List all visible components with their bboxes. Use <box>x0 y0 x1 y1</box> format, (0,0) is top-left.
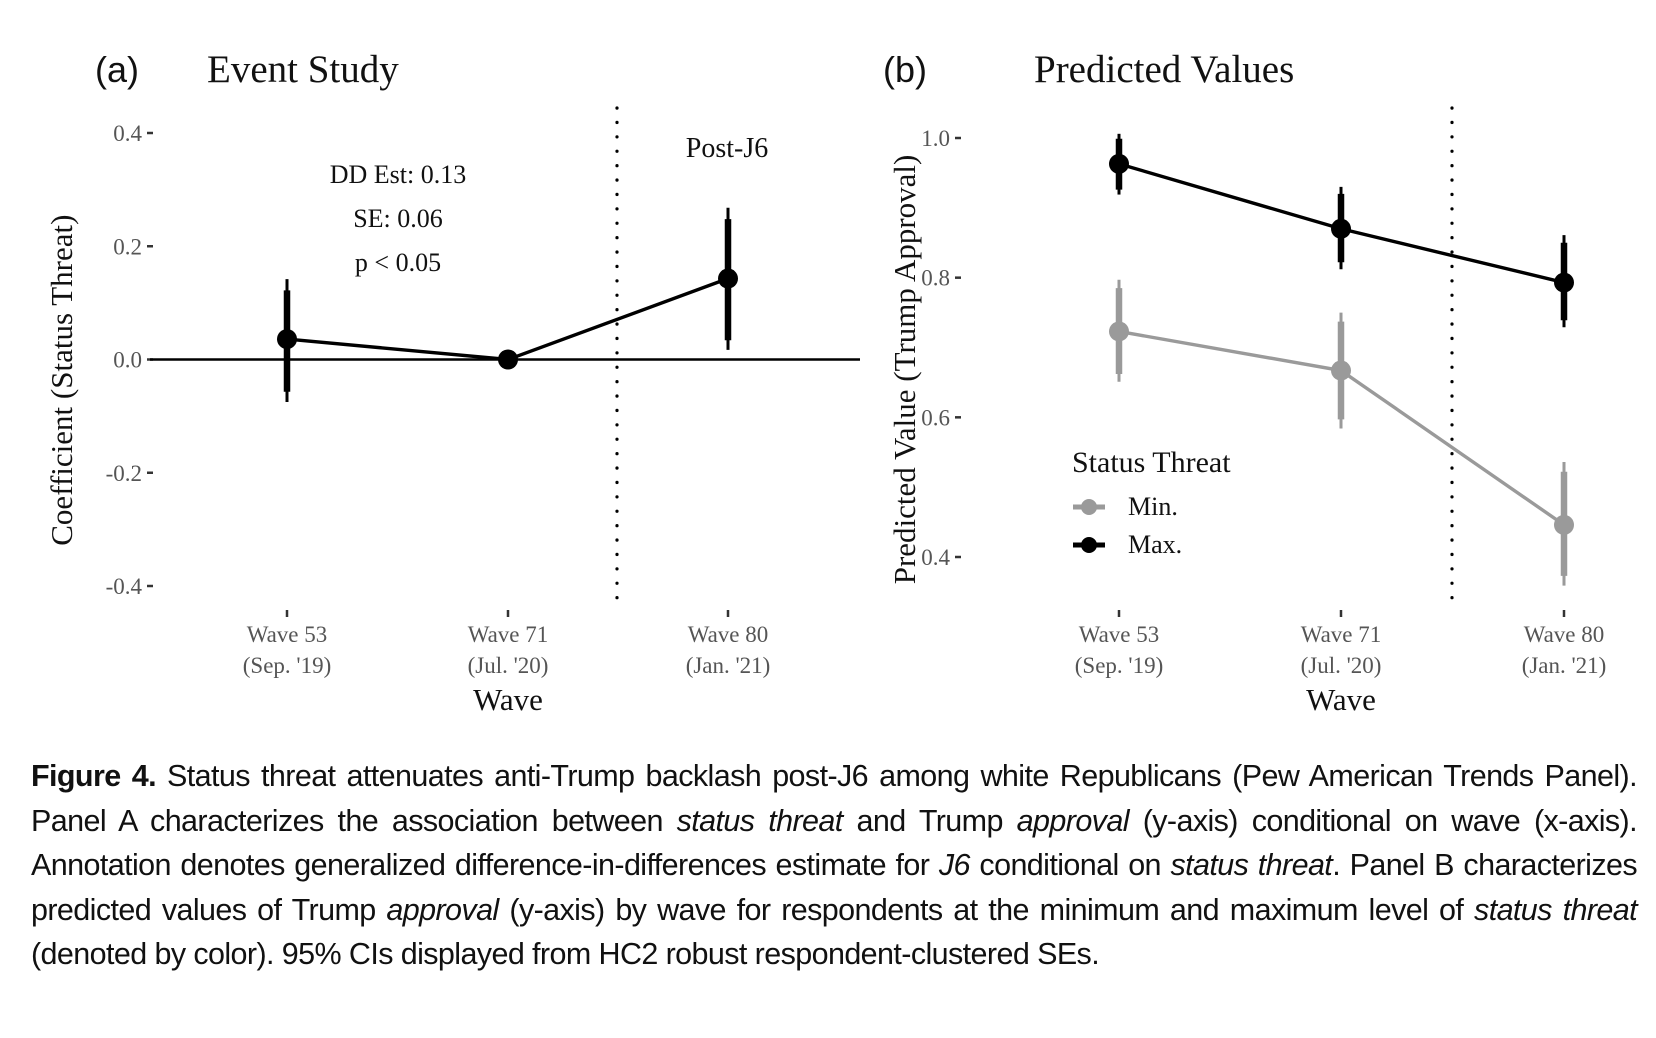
series-coefficient <box>277 207 738 402</box>
data-point <box>1109 321 1129 342</box>
caption-segment: . Panel B characterizes predicted values… <box>31 848 1638 927</box>
dd-annotation-line: SE: 0.06 <box>353 204 443 233</box>
data-point <box>1331 218 1351 239</box>
panel-label: (b) <box>883 49 927 90</box>
legend-label: Max. <box>1128 530 1182 559</box>
x-tick-label: Wave 53 <box>247 622 328 647</box>
x-axis-title: Wave <box>1306 682 1376 717</box>
x-tick-label-date: (Jan. '21) <box>1522 653 1607 678</box>
y-axis-title: Coefficient (Status Threat) <box>44 215 79 546</box>
series-min <box>1109 279 1574 586</box>
legend: Status Threat Min. Max. <box>1072 446 1231 559</box>
y-tick-label: 0.4 <box>921 545 950 570</box>
panel-b: (b) Predicted Values Predicted Value (Trum… <box>883 48 1606 717</box>
data-point <box>718 268 738 289</box>
caption-label: Figure 4. <box>31 759 157 793</box>
legend-item: Max. <box>1073 530 1182 559</box>
panel-a: (a) Event Study Coefficient (Status Threat… <box>44 48 860 717</box>
x-tick-label: Wave 80 <box>1524 622 1605 647</box>
y-tick-label: 0.0 <box>113 348 142 373</box>
legend-item: Min. <box>1073 492 1178 521</box>
y-tick-label: 1.0 <box>921 126 950 151</box>
legend-label: Min. <box>1128 492 1178 521</box>
x-tick-label: Wave 71 <box>468 622 549 647</box>
y-axis-title: Predicted Value (Trump Approval) <box>887 155 922 585</box>
dd-annotation-line: p < 0.05 <box>355 248 441 277</box>
x-tick-label: Wave 53 <box>1079 622 1160 647</box>
x-tick-label-date: (Sep. '19) <box>243 653 331 678</box>
post-j6-label: Post-J6 <box>686 133 768 164</box>
caption-segment: status threat <box>676 803 844 838</box>
caption-segment: approval <box>386 892 499 927</box>
figure-svg: (a) Event Study Coefficient (Status Threat… <box>44 48 1606 717</box>
caption-segment: J6 <box>938 848 971 883</box>
series-line <box>286 276 729 362</box>
y-tick-label: 0.8 <box>921 266 950 291</box>
x-tick-label: Wave 80 <box>688 622 769 647</box>
y-tick-label: 0.4 <box>113 121 142 146</box>
x-tick-label-date: (Sep. '19) <box>1075 653 1163 678</box>
legend-title: Status Threat <box>1072 446 1231 479</box>
panel-title: Predicted Values <box>1034 48 1294 91</box>
legend-key-point <box>1081 499 1097 515</box>
caption-segment: (y-axis) conditional on wave (x-axis). A… <box>31 803 1638 883</box>
caption-segment: status threat <box>1474 892 1638 927</box>
dd-annotation-line: DD Est: 0.13 <box>330 160 467 189</box>
y-tick-label: -0.2 <box>106 461 142 486</box>
caption-body: Status threat attenuates anti-Trump back… <box>31 759 1638 972</box>
caption-segment: (y-axis) by wave for respondents at the … <box>498 892 1475 927</box>
figure: (a) Event Study Coefficient (Status Threat… <box>44 48 1606 717</box>
data-point <box>1554 272 1574 293</box>
caption-segment: (denoted by color). 95% CIs displayed fr… <box>31 937 1100 972</box>
caption-segment: Status threat attenuates anti-Trump back… <box>31 759 1638 838</box>
caption-segment: and Trump <box>842 803 1017 838</box>
data-point <box>1554 514 1574 535</box>
caption-segment: status threat <box>1170 848 1333 883</box>
y-tick-label: -0.4 <box>106 574 143 599</box>
y-tick-label: 0.6 <box>921 405 950 430</box>
data-point <box>277 329 297 350</box>
panel-title: Event Study <box>207 48 399 91</box>
data-point <box>1331 360 1351 381</box>
x-tick-label-date: (Jul. '20) <box>1301 653 1382 678</box>
x-axis-title: Wave <box>473 682 543 717</box>
series-max <box>1109 133 1574 328</box>
x-tick-label-date: (Jul. '20) <box>468 653 549 678</box>
legend-key-point <box>1081 537 1097 553</box>
panel-label: (a) <box>95 49 139 90</box>
caption-segment: approval <box>1016 803 1130 838</box>
caption-segment: conditional on <box>969 848 1171 883</box>
data-point <box>498 349 518 370</box>
y-tick-label: 0.2 <box>113 234 142 259</box>
x-tick-label-date: (Jan. '21) <box>686 653 771 678</box>
figure-caption: Figure 4. Status threat attenuates anti-… <box>31 754 1638 977</box>
data-point <box>1109 153 1129 174</box>
x-tick-label: Wave 71 <box>1301 622 1382 647</box>
